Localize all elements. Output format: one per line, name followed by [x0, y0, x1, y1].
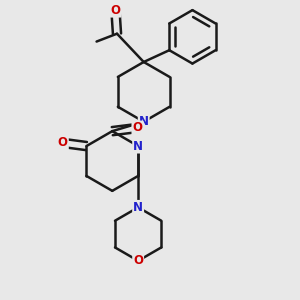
Text: N: N: [133, 140, 143, 153]
Text: N: N: [139, 115, 149, 128]
Text: O: O: [132, 122, 142, 134]
Text: N: N: [133, 201, 143, 214]
Text: O: O: [133, 254, 143, 267]
Text: O: O: [110, 4, 120, 16]
Text: O: O: [58, 136, 68, 149]
